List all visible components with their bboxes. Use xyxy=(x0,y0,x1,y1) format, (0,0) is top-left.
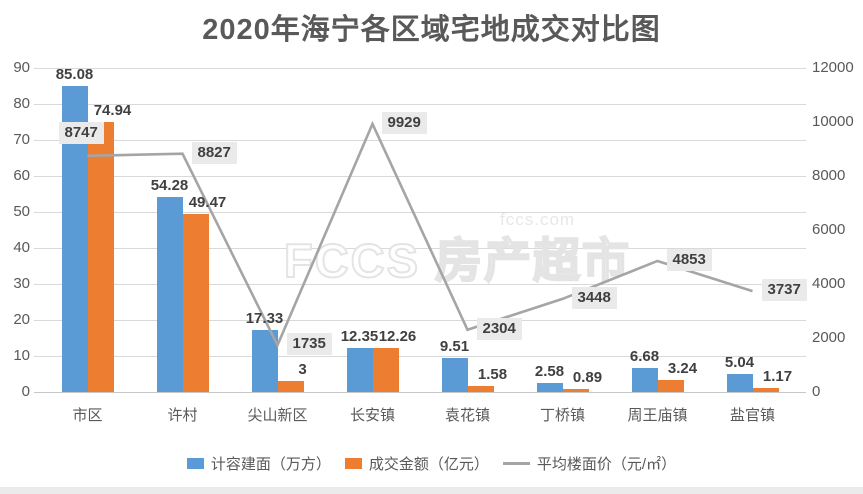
gridline xyxy=(34,67,806,69)
y-axis-right-tick: 8000 xyxy=(812,167,846,184)
y-axis-right-tick: 6000 xyxy=(812,221,846,238)
x-axis-category-label: 市区 xyxy=(72,407,103,424)
line-data-label: 8827 xyxy=(191,141,237,164)
watermark-text: 房产超市 xyxy=(434,233,632,288)
bar-data-label: 6.68 xyxy=(629,347,660,365)
gridline xyxy=(34,103,806,105)
line-data-label: 8747 xyxy=(58,121,104,144)
bar-data-label: 12.26 xyxy=(378,327,417,345)
bar-transaction-amount xyxy=(87,122,114,392)
legend-line-swatch-icon xyxy=(502,462,530,465)
x-axis-category-label: 周王庙镇 xyxy=(627,407,688,424)
x-axis-category-label: 丁桥镇 xyxy=(539,407,585,424)
y-axis-left-tick: 50 xyxy=(13,203,30,220)
line-data-label: 9929 xyxy=(381,111,427,134)
y-axis-right-tick: 0 xyxy=(812,383,821,400)
bar-transaction-amount xyxy=(372,347,399,392)
legend-item: 平均楼面价（元/㎡） xyxy=(502,453,677,474)
y-axis-left-tick: 40 xyxy=(13,239,30,256)
gridline xyxy=(34,355,806,357)
bar-data-label: 2.58 xyxy=(534,362,565,380)
bar-data-label: 74.94 xyxy=(93,102,132,120)
chart-title: 2020年海宁各区域宅地成交对比图 xyxy=(202,14,661,46)
legend-item: 成交金额（亿元） xyxy=(344,453,489,474)
bar-transaction-amount xyxy=(182,213,209,392)
gridline xyxy=(34,139,806,141)
bar-data-label: 85.08 xyxy=(55,65,94,83)
y-axis-left-tick: 0 xyxy=(21,383,30,400)
y-axis-left-tick: 10 xyxy=(13,347,30,364)
x-axis-category-label: 袁花镇 xyxy=(444,407,490,424)
bar-transaction-amount xyxy=(752,387,779,392)
gridline xyxy=(34,211,806,213)
bottom-strip xyxy=(0,487,863,494)
y-axis-left-tick: 30 xyxy=(13,275,30,292)
y-axis-right-tick: 2000 xyxy=(812,329,846,346)
bar-transaction-amount xyxy=(277,381,304,392)
y-axis-left-tick: 80 xyxy=(13,95,30,112)
y-axis-right-tick: 4000 xyxy=(812,275,846,292)
legend-bar-swatch-icon xyxy=(344,458,362,469)
bar-transaction-amount xyxy=(657,380,684,392)
watermark-logo: FCCS xyxy=(283,233,420,288)
gridline xyxy=(34,319,806,321)
bar-floor-area xyxy=(156,196,183,392)
y-axis-right-tick: 10000 xyxy=(812,113,854,130)
legend-bar-swatch-icon xyxy=(186,458,204,469)
bar-data-label: 3.24 xyxy=(667,360,698,378)
bar-transaction-amount xyxy=(562,388,589,392)
bar-floor-area xyxy=(346,347,373,392)
line-data-label: 3737 xyxy=(761,279,807,302)
bar-data-label: 3 xyxy=(298,361,307,379)
gridline xyxy=(34,283,806,285)
y-axis-left-tick: 90 xyxy=(13,59,30,76)
legend-label: 计容建面（万方） xyxy=(210,456,331,473)
x-axis-category-label: 尖山新区 xyxy=(247,407,308,424)
watermark-domain: fccs.com xyxy=(500,210,576,229)
bar-data-label: 1.58 xyxy=(477,366,508,384)
y-axis-left-tick: 60 xyxy=(13,167,30,184)
x-axis-category-label: 长安镇 xyxy=(349,407,395,424)
bar-floor-area xyxy=(536,382,563,392)
bar-floor-area xyxy=(631,367,658,392)
x-axis-category-label: 许村 xyxy=(167,407,198,424)
bar-data-label: 5.04 xyxy=(724,353,755,371)
bar-floor-area xyxy=(726,373,753,392)
legend-item: 计容建面（万方） xyxy=(186,453,331,474)
legend-label: 成交金额（亿元） xyxy=(368,456,489,473)
line-data-label: 1735 xyxy=(286,333,332,356)
line-data-label: 4853 xyxy=(666,248,712,271)
y-axis-left-tick: 70 xyxy=(13,131,30,148)
bar-floor-area xyxy=(441,357,468,392)
line-data-label: 3448 xyxy=(571,286,617,309)
bar-data-label: 49.47 xyxy=(188,193,227,211)
bar-transaction-amount xyxy=(467,386,494,392)
y-axis-right-tick: 12000 xyxy=(812,59,854,76)
watermark: FCCS 房产超市 fccs.com xyxy=(283,210,632,291)
gridline xyxy=(34,391,806,393)
bar-data-label: 1.17 xyxy=(762,367,793,385)
y-axis-left-tick: 20 xyxy=(13,311,30,328)
bar-data-label: 0.89 xyxy=(572,368,603,386)
bar-data-label: 17.33 xyxy=(245,309,284,327)
legend-label: 平均楼面价（元/㎡） xyxy=(536,456,677,473)
legend: 计容建面（万方） 成交金额（亿元） 平均楼面价（元/㎡） xyxy=(0,453,863,474)
x-axis-category-label: 盐官镇 xyxy=(729,407,775,424)
line-data-label: 2304 xyxy=(476,317,522,340)
